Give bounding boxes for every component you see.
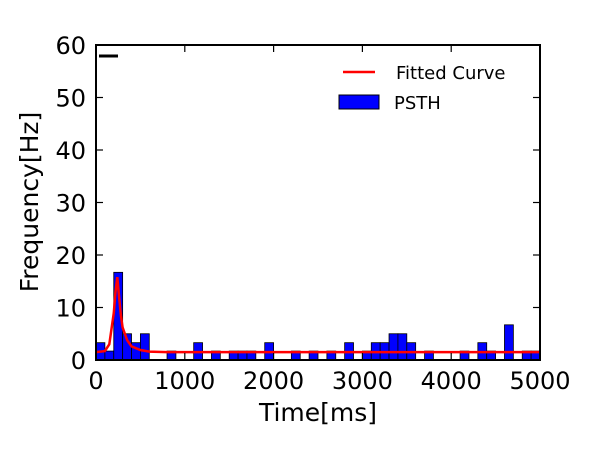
legend: Fitted Curve PSTH xyxy=(338,63,506,114)
y-tick-label: 20 xyxy=(55,242,86,270)
histogram-bar xyxy=(388,333,399,361)
legend-psth-label: PSTH xyxy=(394,93,441,114)
y-tick-label: 60 xyxy=(55,32,86,60)
axis-tick-labels: 0 1000 2000 3000 4000 5000 0 10 20 30 40 50 60 xyxy=(55,32,570,395)
x-axis-title: Time[ms] xyxy=(258,398,377,427)
histogram-bar xyxy=(104,350,115,361)
y-tick-label: 0 xyxy=(71,347,86,375)
histogram-bar xyxy=(397,333,408,361)
x-tick-label: 2000 xyxy=(243,367,304,395)
x-tick-label: 3000 xyxy=(332,367,393,395)
legend-psth-swatch xyxy=(338,94,380,110)
y-tick-label: 10 xyxy=(55,295,86,323)
y-tick-label: 50 xyxy=(55,85,86,113)
y-tick-label: 30 xyxy=(55,190,86,218)
axis-ticks xyxy=(95,44,541,361)
y-axis-title: Frequency[Hz] xyxy=(15,112,44,293)
x-tick-label: 0 xyxy=(88,367,103,395)
psth-bars xyxy=(95,271,541,361)
x-tick-label: 4000 xyxy=(421,367,482,395)
histogram-bar xyxy=(504,324,514,361)
fitted-curve-group xyxy=(95,276,540,354)
histogram-bar xyxy=(139,333,150,361)
y-tick-label: 40 xyxy=(55,137,86,165)
histogram-bar xyxy=(131,342,141,361)
x-tick-label: 1000 xyxy=(154,367,215,395)
plot-frame xyxy=(95,44,541,361)
fitted-curve-line xyxy=(95,276,540,354)
x-tick-label: 5000 xyxy=(509,367,570,395)
legend-fitted-curve-label: Fitted Curve xyxy=(396,63,506,84)
